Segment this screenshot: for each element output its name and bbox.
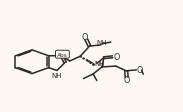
Text: O: O xyxy=(136,65,142,74)
Text: NH: NH xyxy=(95,61,105,67)
Text: Abs: Abs xyxy=(57,52,68,57)
Text: NH: NH xyxy=(96,40,107,46)
Text: O: O xyxy=(124,76,130,85)
Text: O: O xyxy=(113,52,119,61)
Text: O: O xyxy=(81,33,87,42)
Text: NH: NH xyxy=(51,73,62,79)
